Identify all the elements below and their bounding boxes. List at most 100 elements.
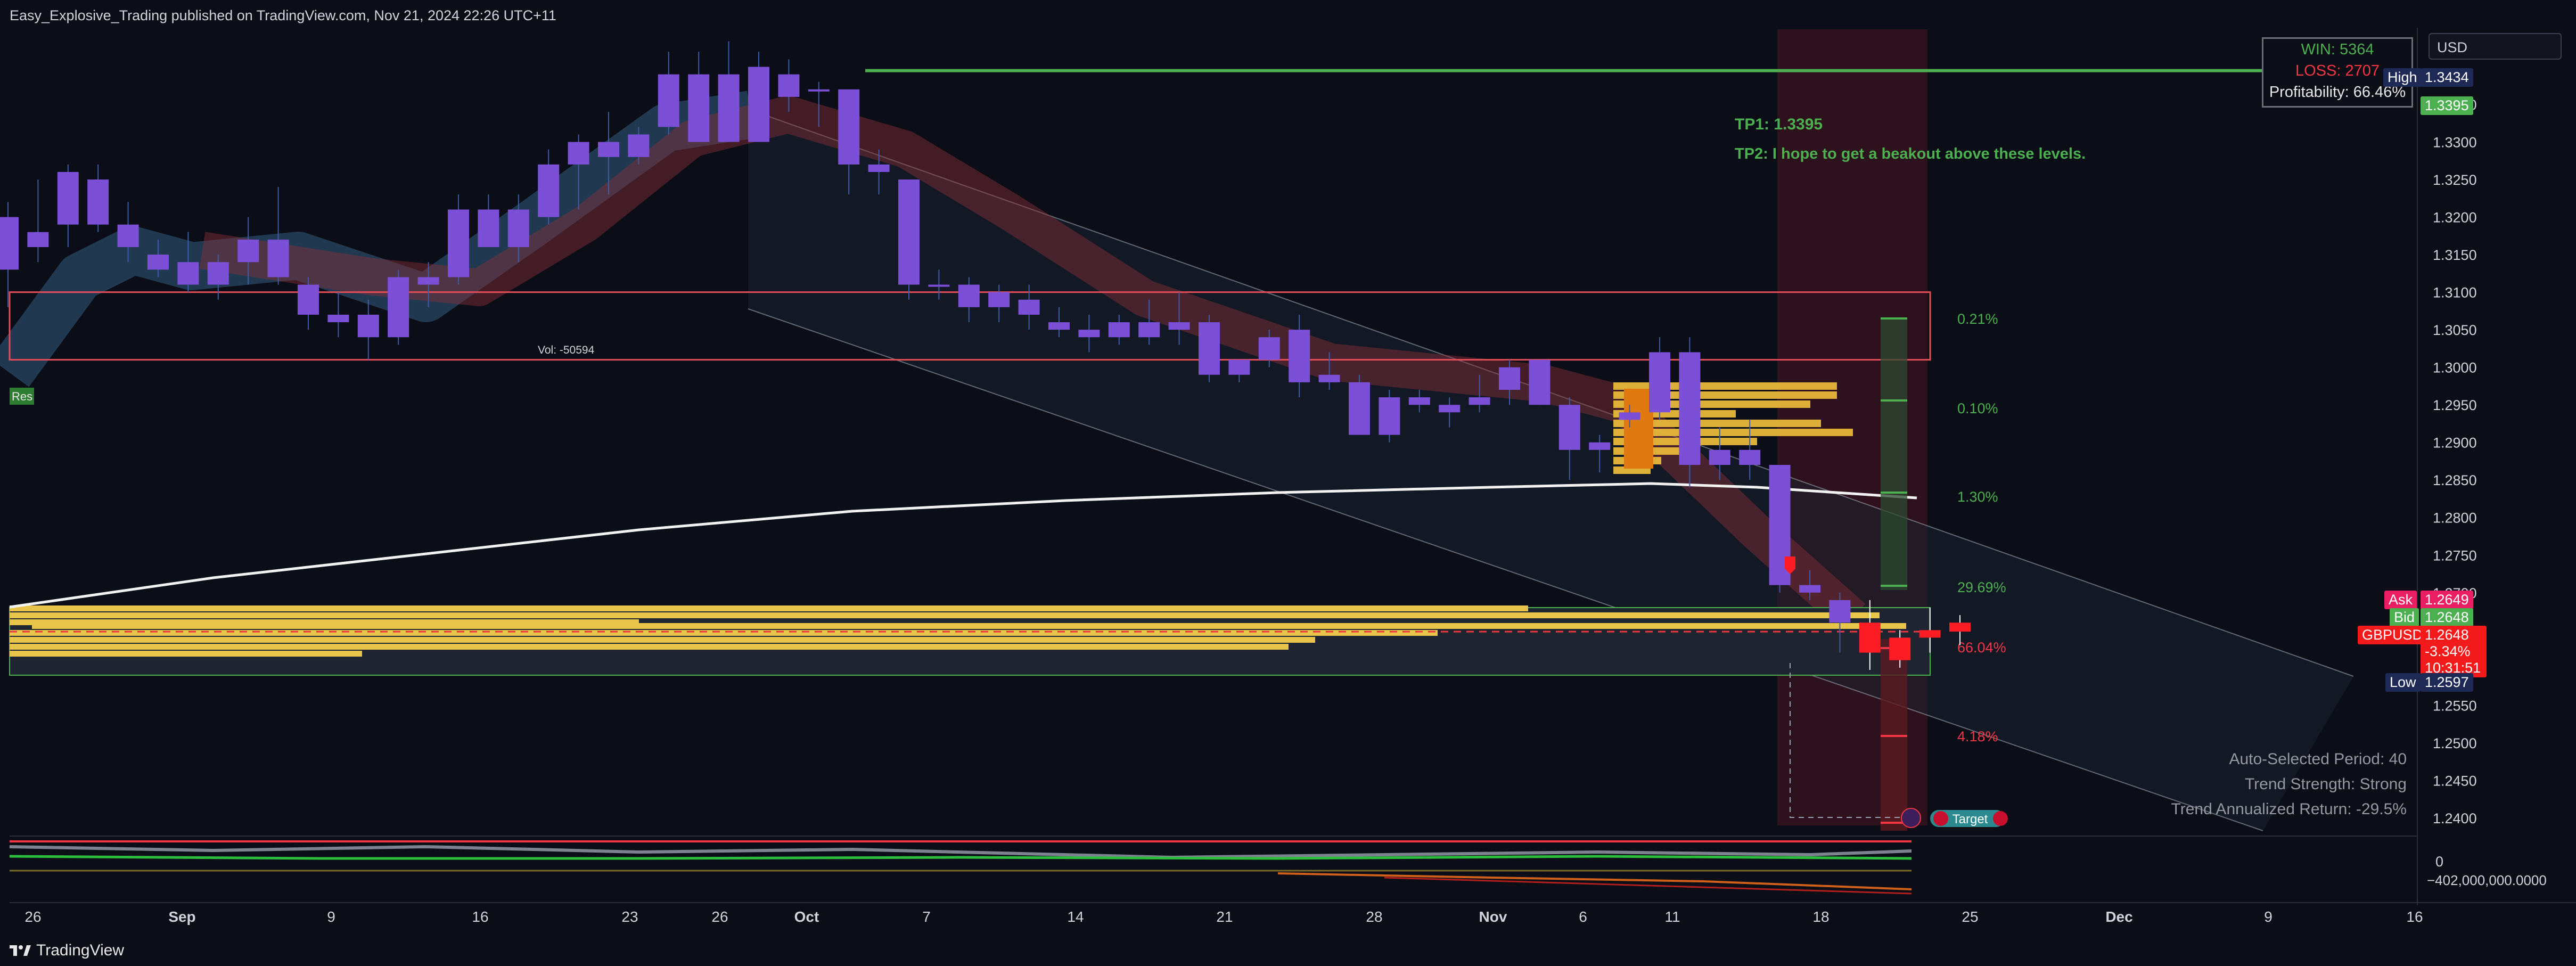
y-tick-label: 1.3000 <box>2433 360 2477 376</box>
candle-body <box>1529 359 1550 405</box>
tradingview-logo-icon <box>10 945 31 956</box>
tp1-label: TP1: 1.3395 <box>1735 116 1823 133</box>
trend-info-panel: Auto-Selected Period: 40 Trend Strength:… <box>2171 747 2407 822</box>
sell-signal-marker <box>1785 556 1795 574</box>
footer-brand-label: TradingView <box>36 942 125 959</box>
vol-label: Vol: -50594 <box>538 344 595 356</box>
pct-level-label: 4.18% <box>1957 728 1998 744</box>
candle-body <box>388 277 409 338</box>
osc-low-label: −402,000,000.0000 <box>2427 872 2547 888</box>
candle-body <box>1679 352 1701 465</box>
x-tick-label: 9 <box>2264 908 2273 925</box>
osc-signal <box>9 845 1912 859</box>
candle-body <box>1799 585 1820 593</box>
red-ribbon <box>199 96 1866 632</box>
volume-profile-bar <box>10 630 1438 636</box>
candle-body <box>1228 359 1250 375</box>
x-tick-label: 14 <box>1067 908 1084 925</box>
candle-body <box>838 89 860 165</box>
auto-period: Auto-Selected Period: 40 <box>2229 750 2407 768</box>
loss-count: LOSS: 2707 <box>2295 62 2380 79</box>
candle-body <box>1258 337 1280 360</box>
candle-body <box>87 179 109 225</box>
high-tag: High <box>2383 68 2422 87</box>
x-tick-label: 16 <box>472 908 488 925</box>
candle-body <box>1829 600 1851 623</box>
candle-body <box>1949 623 1971 632</box>
footer-brand[interactable]: TradingView <box>10 942 124 960</box>
candle-body <box>1138 322 1160 338</box>
candle-body <box>327 314 349 323</box>
win-count: WIN: 5364 <box>2301 41 2374 58</box>
flag-icon <box>1933 811 1948 826</box>
candle-body <box>147 255 169 270</box>
pct-level-label: 66.04% <box>1957 640 2006 656</box>
candle-body <box>1709 449 1730 465</box>
candle-body <box>57 171 79 225</box>
volume-profile-bar <box>32 623 1906 629</box>
y-tick-label: 1.3150 <box>2433 247 2477 263</box>
tp2-label: TP2: I hope to get a beakout above these… <box>1735 145 2086 162</box>
profitability: Profitability: 66.46% <box>2269 84 2406 101</box>
ask-value: 1.2649 <box>2421 591 2473 609</box>
symbol-tag: GBPUSD <box>2358 626 2427 644</box>
y-tick-label: 1.3100 <box>2433 285 2477 301</box>
candle-body <box>478 209 499 248</box>
target-badge-label: Target <box>1952 812 1988 826</box>
candle-body <box>1469 397 1490 405</box>
volume-profile-bar <box>10 619 639 625</box>
y-tick-label: 1.2750 <box>2433 547 2477 563</box>
volume-profile-poc <box>1624 389 1653 469</box>
x-tick-label: 23 <box>621 908 638 925</box>
osc-zero-label: 0 <box>2435 854 2443 870</box>
lightning-icon <box>1901 808 1921 828</box>
x-tick-label: 18 <box>1812 908 1829 925</box>
candle-body <box>0 217 19 270</box>
low-tag: Low <box>2385 673 2421 692</box>
x-tick-label: 11 <box>1664 908 1680 925</box>
x-tick-label: Oct <box>794 908 819 925</box>
publisher-line: Easy_Explosive_Trading published on Trad… <box>10 7 556 23</box>
y-tick-label: 1.3300 <box>2433 135 2477 151</box>
x-tick-label: 7 <box>922 908 931 925</box>
res-tag-bg <box>10 388 34 405</box>
y-tick-label: 1.2800 <box>2433 510 2477 526</box>
candle-body <box>808 89 830 92</box>
candle-body <box>417 277 439 285</box>
currency-button[interactable]: USD <box>2429 33 2562 60</box>
target-badge <box>1930 810 2005 827</box>
bid-tag: Bid <box>2390 608 2419 627</box>
candle-body <box>1919 630 1941 638</box>
y-tick-label: 1.2900 <box>2433 435 2477 451</box>
res-tag: Res <box>12 390 32 403</box>
candle-body <box>1199 322 1220 375</box>
bid-value: 1.2648 <box>2421 608 2473 627</box>
x-tick-label: Dec <box>2105 908 2132 925</box>
volume-profile-bar <box>1613 382 1837 390</box>
volume-profile-bar <box>10 651 362 657</box>
candle-body <box>1318 374 1340 382</box>
x-tick-label: 16 <box>2406 908 2423 925</box>
pct-level-label: 1.30% <box>1957 489 1998 505</box>
tp-price-label: 1.3395 <box>2421 96 2473 115</box>
flag-icon <box>1993 811 2008 826</box>
trend-strength: Trend Strength: Strong <box>2244 775 2407 793</box>
candle-body <box>1379 397 1400 435</box>
x-tick-label: 25 <box>1962 908 1978 925</box>
osc-volume-line <box>1277 872 1912 890</box>
y-tick-label: 1.2500 <box>2433 735 2477 751</box>
candle-body <box>117 224 139 248</box>
candle-body <box>1739 449 1761 465</box>
volume-profile-bar <box>10 605 1528 611</box>
last-price: 1.2648 <box>2425 627 2469 643</box>
candle-body <box>1558 405 1580 450</box>
y-tick-label: 1.2950 <box>2433 397 2477 413</box>
target-profit-zone <box>1881 318 1907 590</box>
candle-body <box>1589 442 1611 450</box>
price-change: -3.34% <box>2425 643 2471 659</box>
candle-body <box>1439 405 1461 413</box>
x-tick-label: 9 <box>327 908 335 925</box>
x-tick-label: 28 <box>1366 908 1382 925</box>
target-projection <box>1790 663 1900 818</box>
